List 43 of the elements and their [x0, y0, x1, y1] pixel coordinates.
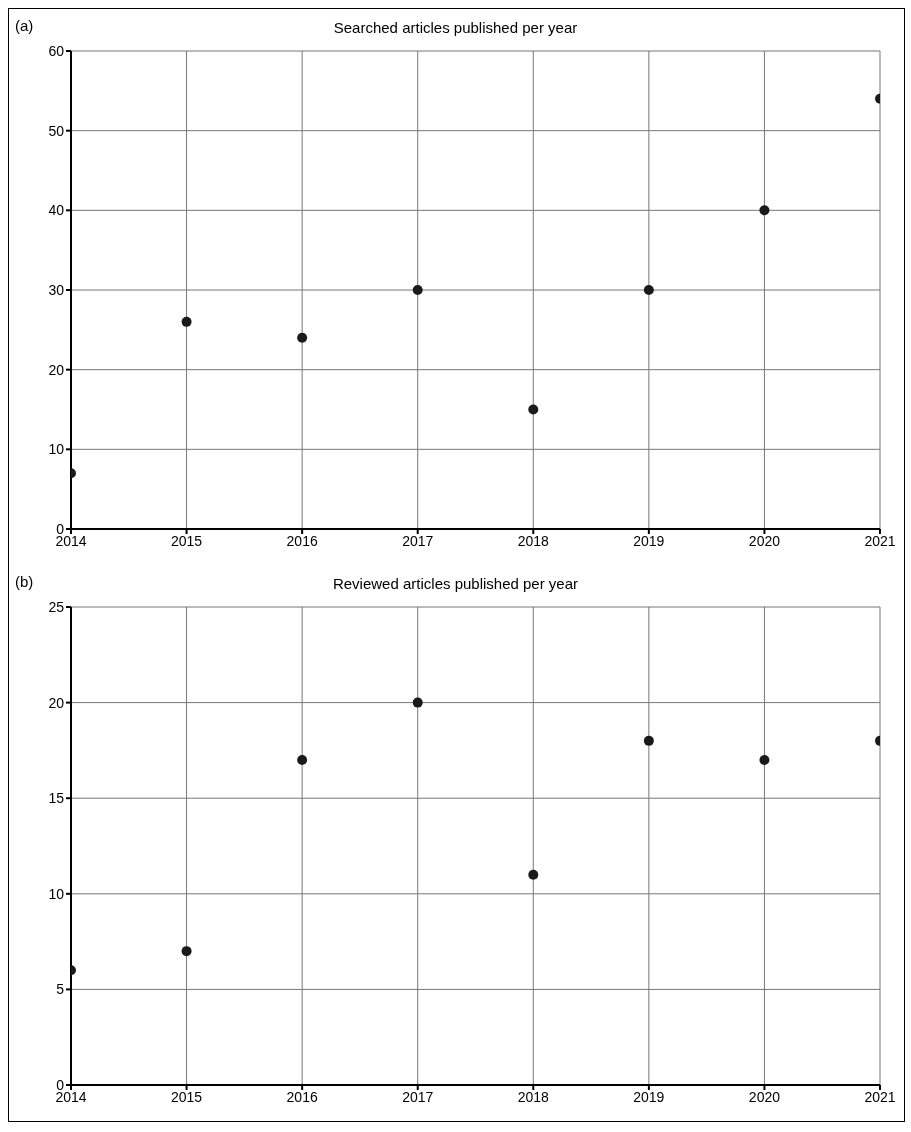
x-tick-label: 2020 [748, 532, 781, 549]
point [412, 285, 423, 295]
y-tick-label: 20 [48, 694, 65, 711]
x-tick-label: 2017 [402, 1088, 434, 1105]
y-tick-label: 25 [48, 598, 65, 615]
x-tick-label: 2015 [170, 1088, 203, 1105]
point [528, 869, 539, 880]
x-tick-label: 2019 [633, 1088, 665, 1105]
y-tick-label: 60 [48, 42, 65, 59]
x-tick-label: 2019 [633, 532, 665, 549]
point [759, 754, 770, 765]
point [181, 316, 192, 327]
y-tick-label: 0 [56, 520, 65, 537]
y-tick-label: 5 [56, 981, 65, 998]
point [528, 404, 539, 415]
x-tick-label: 2018 [517, 1088, 550, 1105]
chart-title: Searched articles published per year [333, 19, 578, 36]
point [643, 735, 654, 746]
y-tick-label: 40 [48, 202, 65, 219]
x-tick-label: 2016 [286, 532, 318, 549]
point [643, 285, 654, 295]
y-tick-label: 0 [56, 1076, 65, 1093]
x-tick-label: 2017 [402, 532, 434, 549]
x-tick-label: 2021 [864, 532, 896, 549]
x-tick-label: 2020 [748, 1088, 781, 1105]
y-tick-label: 10 [48, 441, 65, 458]
point [412, 697, 423, 708]
y-tick-label: 30 [48, 281, 65, 298]
point [297, 332, 308, 343]
point [297, 754, 308, 765]
x-tick-label: 2015 [170, 532, 203, 549]
text: (b) [15, 573, 34, 590]
y-tick-label: 10 [48, 885, 65, 902]
x-tick-label: 2016 [286, 1088, 318, 1105]
y-tick-label: 20 [48, 361, 65, 378]
point [759, 205, 770, 216]
x-tick-label: 2018 [517, 532, 550, 549]
chart-title: Reviewed articles published per year [332, 575, 579, 592]
y-tick-label: 15 [48, 790, 65, 807]
y-tick-label: 50 [48, 122, 65, 139]
x-tick-label: 2021 [864, 1088, 896, 1105]
point [181, 946, 192, 957]
text: (a) [15, 17, 34, 34]
